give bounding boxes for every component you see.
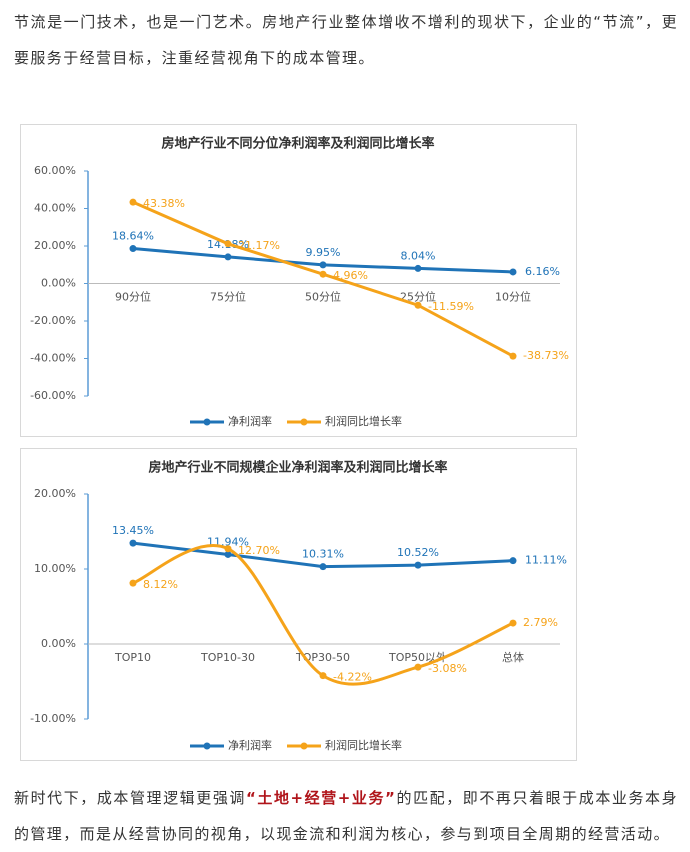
x-tick-label: TOP10: [114, 651, 151, 664]
point: [414, 663, 422, 671]
legend-label: 利润同比增长率: [325, 738, 402, 752]
point: [129, 245, 137, 253]
series-line: [132, 544, 514, 686]
paragraph: 新时代下，成本管理逻辑更强调“土地+经营+业务”的匹配，即不再只着眼于成本业务本…: [14, 780, 678, 852]
point: [224, 240, 232, 248]
data-label: 13.45%: [112, 524, 154, 537]
data-label: 8.12%: [143, 578, 178, 591]
legend-label: 净利润率: [228, 414, 272, 428]
data-label: -3.08%: [428, 662, 467, 675]
point: [224, 545, 232, 553]
point: [224, 550, 232, 558]
x-tick-label: 10分位: [495, 290, 531, 304]
paragraph: 节流是一门技术，也是一门艺术。房地产行业整体增收不增利的现状下，企业的“节流”，…: [14, 13, 678, 67]
legend-label: 净利润率: [228, 738, 272, 752]
series-line: [132, 200, 514, 358]
data-label: 11.11%: [525, 554, 567, 567]
point: [224, 253, 232, 261]
point: [414, 264, 422, 272]
chart-title: 房地产行业不同分位净利润率及利润同比增长率: [161, 136, 434, 152]
data-label: 10.52%: [397, 546, 439, 559]
y-tick-label: 0.00%: [41, 277, 76, 290]
point: [509, 268, 517, 276]
data-label: -11.59%: [428, 300, 474, 313]
legend-marker: [203, 418, 211, 426]
x-tick-label: 25分位: [400, 290, 436, 304]
chart-title: 房地产行业不同规模企业净利润率及利润同比增长率: [148, 460, 447, 476]
legend-marker: [203, 742, 211, 750]
y-tick-label: -10.00%: [30, 712, 76, 725]
point: [414, 301, 422, 309]
point: [319, 270, 327, 278]
data-label: 9.95%: [306, 246, 341, 259]
data-label: 21.17%: [238, 239, 280, 252]
data-label: 12.70%: [238, 544, 280, 557]
point: [129, 539, 137, 547]
point: [509, 619, 517, 627]
x-tick-label: 75分位: [210, 290, 246, 304]
x-tick-label: 50分位: [305, 290, 341, 304]
point: [319, 261, 327, 269]
legend-marker: [300, 418, 308, 426]
point: [509, 352, 517, 360]
y-tick-label: 10.00%: [34, 562, 76, 575]
data-label: 4.96%: [333, 269, 368, 282]
text: 新时代下，成本管理逻辑更强调: [14, 789, 246, 807]
data-label: 2.79%: [523, 616, 558, 629]
y-tick-label: 60.00%: [34, 164, 76, 177]
legend-label: 利润同比增长率: [325, 414, 402, 428]
y-tick-label: -20.00%: [30, 314, 76, 327]
x-tick-label: 90分位: [115, 290, 151, 304]
text: 的匹配，即不再只着眼于成本业务本身的管理，而是从经营协同的视角，以现金流和利润为…: [14, 789, 678, 843]
data-label: 6.16%: [525, 265, 560, 278]
data-label: -38.73%: [523, 349, 569, 362]
chart-border: [20, 448, 577, 761]
chart: 房地产行业不同规模企业净利润率及利润同比增长率 20.00% 10.00% 0.00%…: [20, 448, 577, 761]
chart: 房地产行业不同分位净利润率及利润同比增长率 60.00% 40.00% 20.00% 0…: [20, 124, 577, 437]
y-tick-label: 40.00%: [34, 202, 76, 215]
data-label: 8.04%: [401, 249, 436, 262]
point: [509, 557, 517, 565]
x-tick-label: TOP10-30: [200, 651, 255, 664]
point: [129, 579, 137, 587]
y-tick-label: -40.00%: [30, 352, 76, 365]
y-tick-label: 0.00%: [41, 637, 76, 650]
point: [319, 563, 327, 571]
y-tick-label: 20.00%: [34, 239, 76, 252]
chart-border: [20, 124, 577, 437]
data-label: 10.31%: [302, 548, 344, 561]
point: [129, 198, 137, 206]
point: [319, 672, 327, 680]
data-label: 43.38%: [143, 197, 185, 210]
point: [414, 561, 422, 569]
data-label: 18.64%: [112, 230, 154, 243]
highlight: “土地+经营+业务”: [245, 789, 397, 807]
x-tick-label: 总体: [502, 650, 524, 664]
y-tick-label: 20.00%: [34, 487, 76, 500]
legend-marker: [300, 742, 308, 750]
data-label: -4.22%: [333, 671, 372, 684]
y-tick-label: -60.00%: [30, 389, 76, 402]
